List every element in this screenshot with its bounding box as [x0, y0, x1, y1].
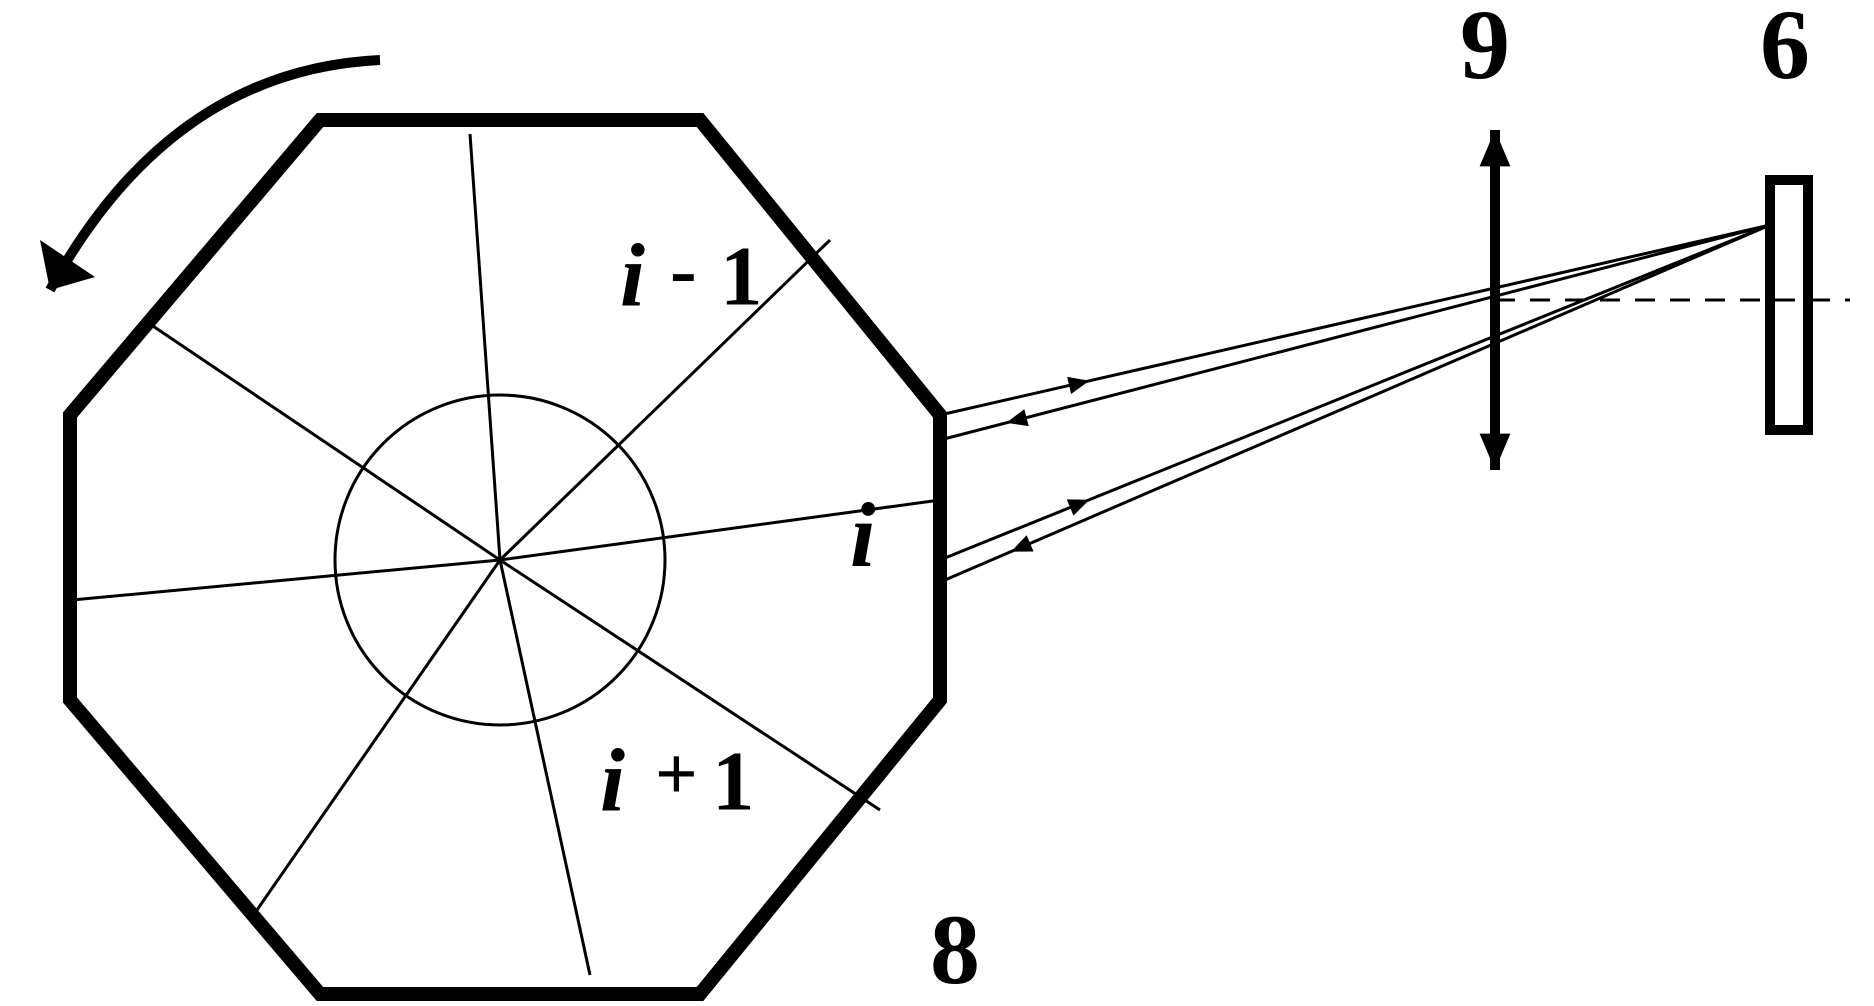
label-nine: 9 [1460, 0, 1510, 100]
mirror [1770, 180, 1808, 430]
rotation-arrow-head [40, 240, 95, 290]
rotation-arrow [50, 60, 380, 290]
label-i_center: i [850, 484, 876, 586]
light-ray-2 [940, 225, 1770, 560]
radial-line-3 [144, 320, 500, 560]
radial-line-6 [500, 560, 590, 975]
label-i_plus_one: 1 [712, 735, 755, 829]
radial-line-1 [500, 240, 830, 560]
radial-line-4 [72, 560, 500, 600]
radial-line-2 [470, 134, 500, 560]
label-i_minus_dash: - [670, 226, 697, 314]
light-ray-3 [945, 225, 1770, 580]
label-six: 6 [1760, 0, 1810, 100]
light-ray-1 [940, 225, 1770, 440]
light-ray-0 [940, 225, 1770, 415]
label-i_plus_plus: + [655, 733, 698, 816]
label-i_minus_i: i [620, 227, 645, 326]
label-i_plus_i: i [600, 732, 625, 831]
label-eight: 8 [930, 894, 980, 1005]
label-i_minus_one: 1 [720, 230, 763, 324]
radial-line-5 [250, 560, 500, 920]
